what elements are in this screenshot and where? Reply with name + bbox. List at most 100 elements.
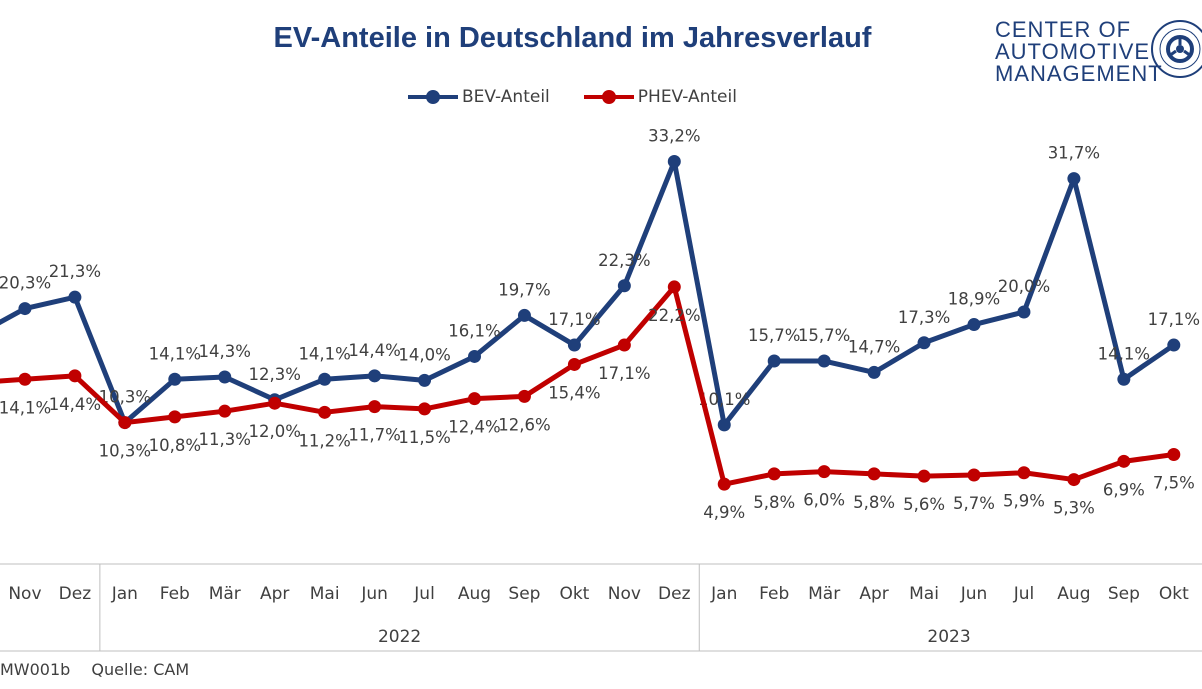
data-label-phev: 12,4% [448,418,500,437]
data-label-phev: 6,0% [803,491,845,510]
x-tick-label: Jan [111,584,138,604]
data-label-phev: 11,7% [348,426,400,445]
legend-swatch-bev [408,90,458,104]
data-label-bev: 14,1% [149,344,201,363]
x-tick-label: Jun [960,584,988,604]
data-label-bev: 17,3% [898,308,950,327]
data-label-bev: 10,1% [698,390,750,409]
data-point-bev [867,365,881,379]
data-label-phev: 22,2% [648,306,700,325]
logo-line-3: MANAGEMENT [995,61,1163,86]
data-label-phev: 5,3% [1053,499,1095,518]
x-tick-label: Feb [759,584,789,604]
data-point-phev [18,372,32,386]
data-point-bev [667,155,681,169]
data-point-bev [218,370,232,384]
data-point-bev [418,373,432,387]
data-label-bev: 15,7% [798,326,850,345]
data-label-phev: 4,9% [703,503,745,522]
year-label: 2022 [378,627,421,647]
data-point-bev [18,302,32,316]
data-point-bev [368,369,382,383]
data-point-bev [967,318,981,332]
data-label-phev: 11,3% [199,430,251,449]
data-point-bev [468,349,481,363]
x-tick-label: Nov [8,584,41,604]
logo-line-1: CENTER OF [995,17,1132,42]
data-point-phev [817,465,831,479]
data-point-bev [168,372,182,386]
data-point-phev [867,467,881,481]
data-point-phev [667,280,681,294]
data-label-bev: 14,1% [298,344,350,363]
data-point-phev [1067,473,1081,487]
x-tick-label: Jul [1013,584,1035,604]
x-tick-label: Okt [1159,584,1189,604]
legend-swatch-phev [583,90,634,104]
cam-logo: CENTER OF AUTOMOTIVE MANAGEMENT [992,17,1202,85]
figure-code: MW001b [0,660,71,679]
data-label-bev: 12,3% [248,365,300,384]
data-label-phev: 11,5% [398,428,450,447]
year-label: 2023 [927,627,970,647]
legend: BEV-Anteil PHEV-Anteil [408,87,771,107]
data-label-phev: 5,7% [953,494,995,513]
data-label-phev: 12,0% [248,422,300,441]
data-point-phev [917,469,931,483]
x-tick-label: Mai [310,584,340,604]
data-point-phev [1167,448,1181,461]
data-point-phev [318,405,332,419]
data-label-bev: 14,4% [348,341,400,360]
data-label-bev: 14,0% [398,345,450,364]
x-tick-label: Sep [508,584,540,604]
data-point-bev [517,308,531,322]
data-label-phev: 14,4% [49,395,101,414]
x-tick-label: Jun [360,584,388,604]
data-point-phev [567,357,581,371]
data-point-phev [368,400,382,414]
x-tick-label: Apr [859,584,888,604]
logo-line-2: AUTOMOTIVE [995,39,1151,64]
data-point-phev [617,338,631,352]
data-point-phev [168,410,182,424]
data-label-phev: 7,5% [1153,474,1195,493]
data-label-phev: 17,1% [598,364,650,383]
x-tick-label: Dez [59,584,92,604]
data-label-bev: 20,0% [998,277,1050,296]
data-label-phev: 5,8% [753,493,795,512]
data-label-phev: 12,6% [498,415,550,434]
data-label-phev: 11,2% [298,431,350,450]
footer: MW001b Quelle: CAM [0,660,205,679]
x-tick-label: Aug [1057,584,1090,604]
data-point-bev [717,418,731,432]
data-label-phev: 10,3% [99,442,151,461]
data-label-phev: 5,6% [903,495,945,514]
x-tick-label: Nov [608,584,641,604]
x-tick-label: Sep [1108,584,1140,604]
legend-item-phev: PHEV-Anteil [583,87,737,107]
data-point-bev [817,354,831,368]
data-point-phev [967,468,981,482]
data-point-phev [268,396,282,410]
legend-label-bev: BEV-Anteil [462,87,550,107]
data-label-bev: 17,1% [1148,310,1200,329]
data-point-phev [767,467,781,481]
data-point-bev [767,354,781,368]
data-point-bev [617,279,631,293]
legend-item-bev: BEV-Anteil [408,87,550,107]
data-point-phev [1117,454,1131,468]
data-label-bev: 15,7% [748,326,800,345]
data-point-phev [418,402,432,416]
data-label-bev: 20,3% [0,274,51,293]
x-tick-label: Apr [260,584,289,604]
x-tick-label: Aug [458,584,491,604]
data-point-bev [1167,338,1181,352]
data-point-phev [717,477,731,491]
x-tick-label: Dez [658,584,691,604]
x-tick-label: Feb [160,584,190,604]
data-label-bev: 14,1% [1098,344,1150,363]
data-point-bev [1117,372,1131,386]
data-label-phev: 5,8% [853,493,895,512]
